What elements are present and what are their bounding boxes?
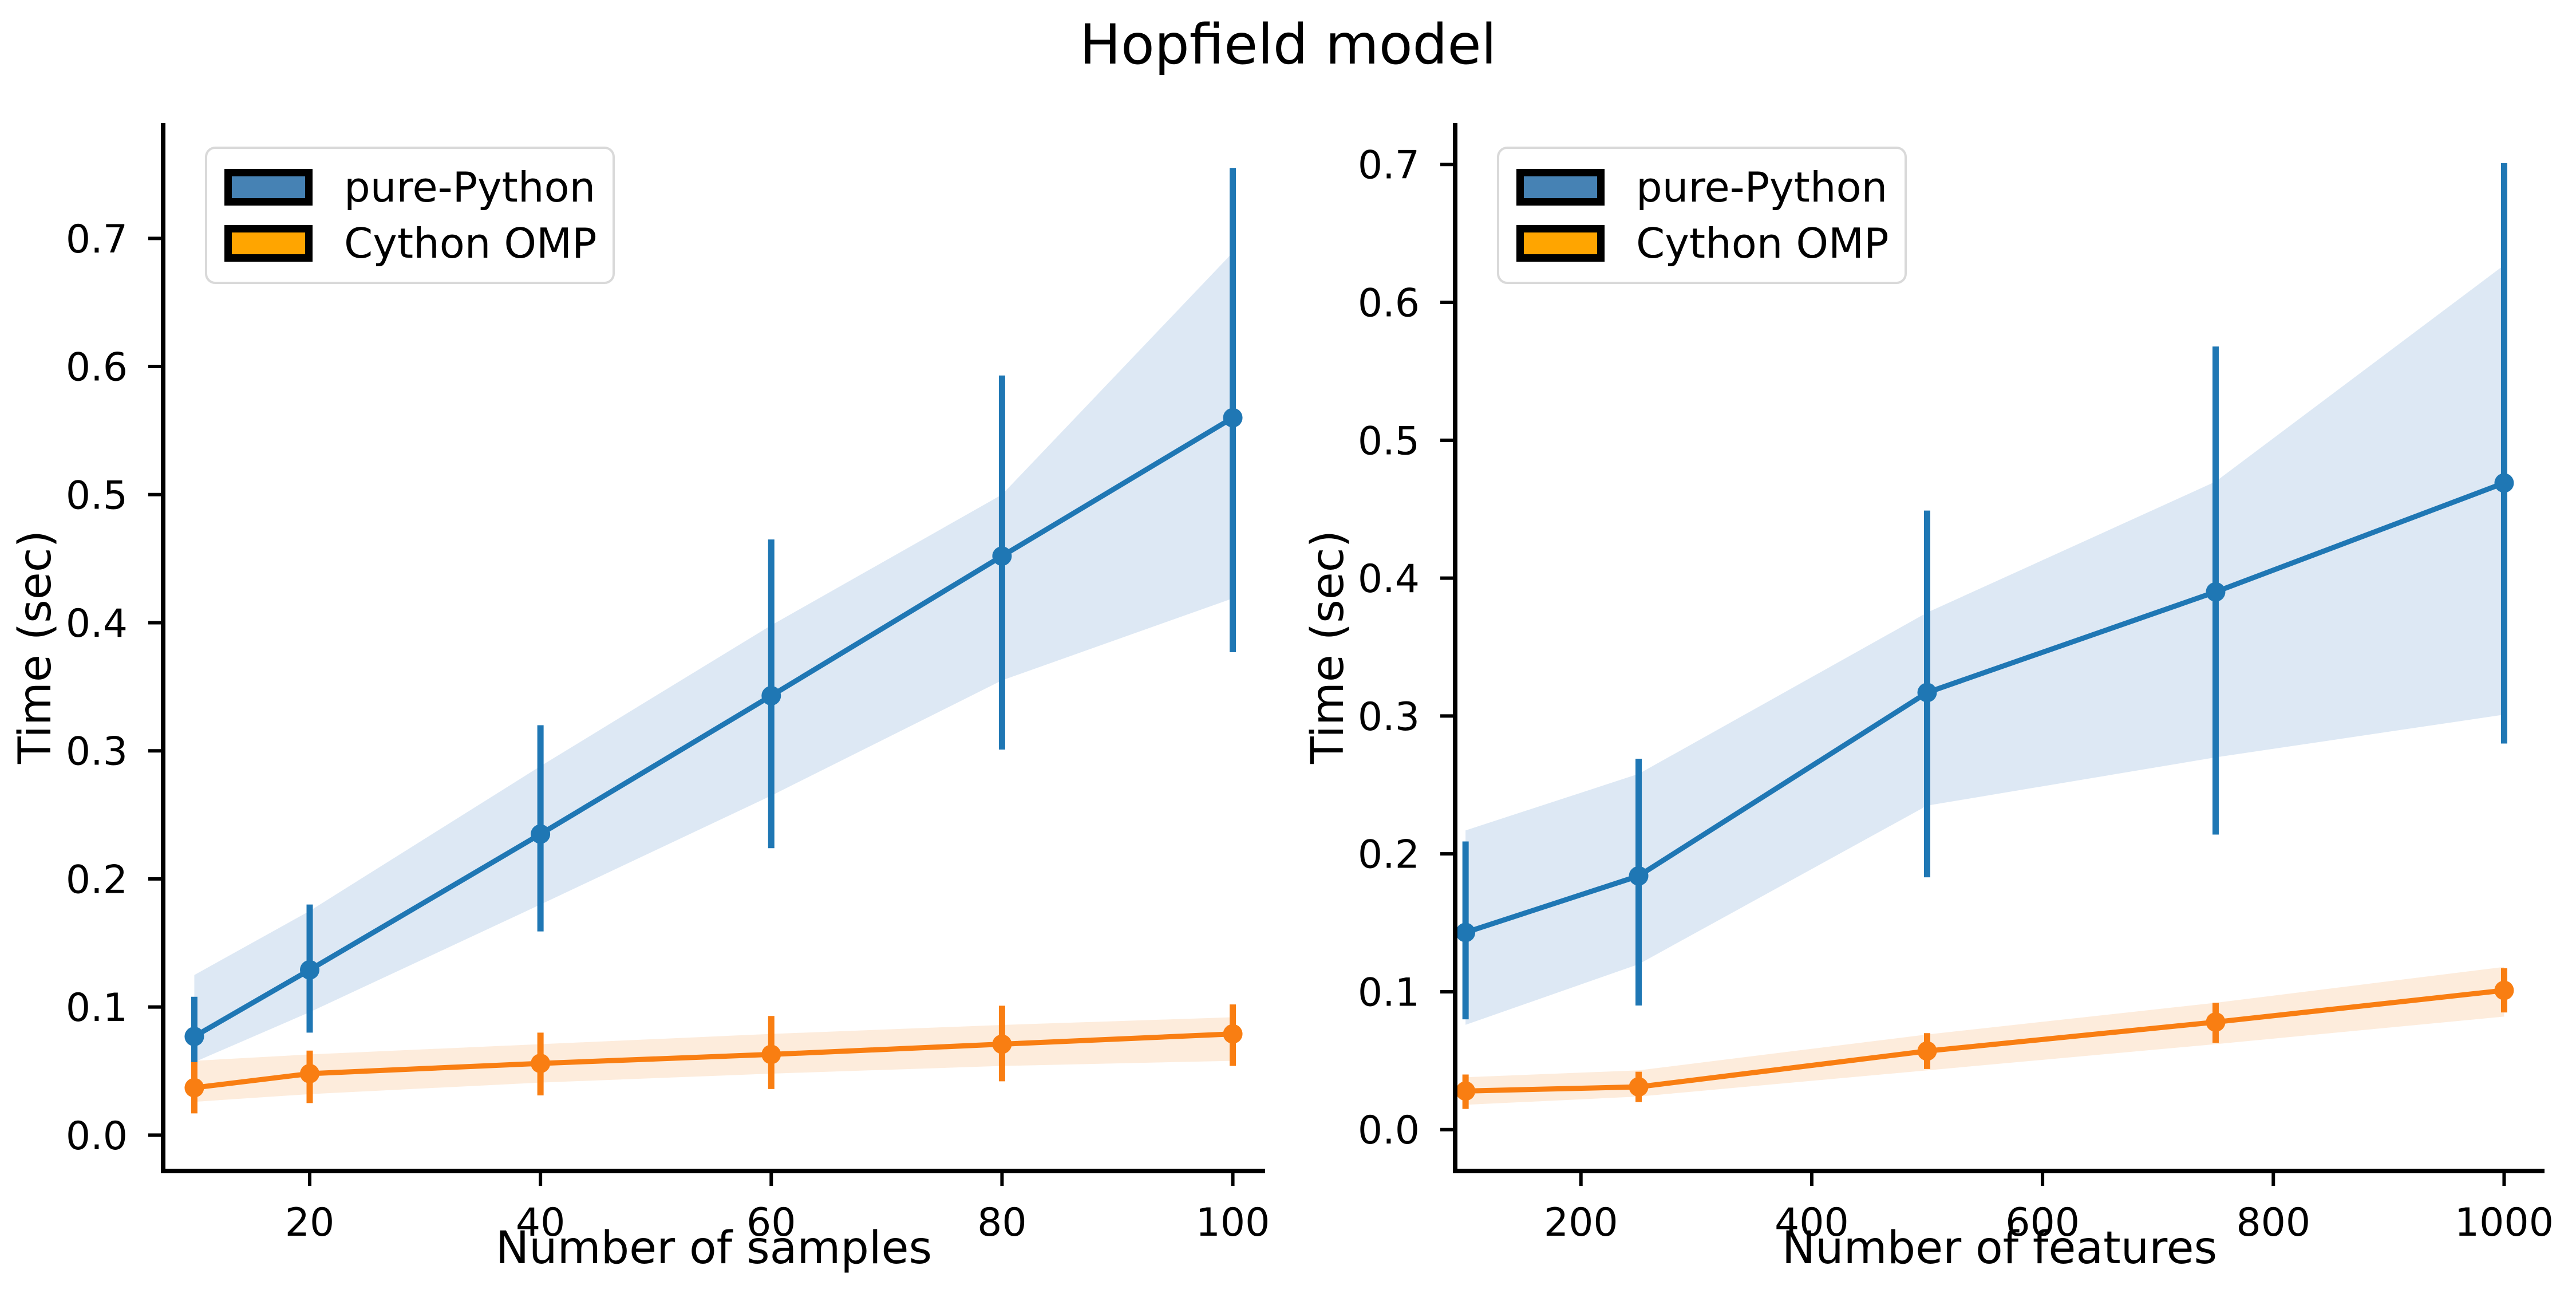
- y-tick-label: 0.0: [66, 1114, 128, 1159]
- x-tick-label: 800: [2236, 1200, 2310, 1245]
- data-point: [1223, 1024, 1243, 1044]
- legend-label: Cython OMP: [344, 219, 597, 267]
- legend-left: pure-Python Cython OMP: [205, 147, 615, 284]
- y-tick-label: 0.5: [1358, 419, 1420, 464]
- legend-item: pure-Python: [1516, 163, 1887, 211]
- y-tick-label: 0.0: [1358, 1108, 1420, 1153]
- data-point: [2494, 980, 2514, 1000]
- data-point: [299, 960, 319, 980]
- data-point: [1629, 866, 1649, 886]
- y-tick-label: 0.5: [66, 473, 128, 518]
- y-tick-label: 0.6: [1358, 281, 1420, 326]
- x-tick-label: 1000: [2455, 1200, 2554, 1245]
- x-tick-label: 60: [746, 1200, 796, 1245]
- data-point: [1629, 1077, 1649, 1097]
- legend-swatch-pure-python-icon: [224, 169, 313, 206]
- legend-label: Cython OMP: [1636, 219, 1889, 267]
- data-point: [2206, 1012, 2226, 1032]
- y-axis-label-left: Time (sec): [10, 530, 61, 764]
- y-tick-label: 0.2: [66, 857, 128, 902]
- series-Cython OMP: [1456, 968, 2514, 1109]
- data-point: [2206, 582, 2226, 602]
- data-point: [761, 1044, 781, 1064]
- legend-item: pure-Python: [224, 163, 595, 211]
- confidence-band-pure-Python: [1465, 265, 2504, 1025]
- y-tick-label: 0.4: [1358, 557, 1420, 602]
- data-point: [1223, 408, 1243, 428]
- x-tick-label: 40: [516, 1200, 566, 1245]
- data-point: [531, 824, 551, 844]
- legend-item: Cython OMP: [224, 219, 597, 267]
- y-tick-label: 0.1: [1358, 970, 1420, 1015]
- x-tick-label: 600: [2005, 1200, 2080, 1245]
- x-tick-label: 200: [1544, 1200, 1618, 1245]
- y-tick-label: 0.7: [1358, 143, 1420, 188]
- legend-label: pure-Python: [344, 163, 596, 211]
- data-point: [184, 1027, 204, 1047]
- data-point: [1456, 1081, 1476, 1101]
- data-point: [1917, 1041, 1937, 1061]
- data-point: [531, 1054, 551, 1074]
- series-Cython OMP: [184, 1004, 1243, 1114]
- figure-title: Hopfield model: [1079, 13, 1497, 77]
- data-point: [992, 1034, 1012, 1054]
- data-line: [193, 1031, 1233, 1091]
- y-tick-label: 0.1: [66, 985, 128, 1031]
- data-point: [761, 686, 781, 706]
- x-tick-label: 20: [285, 1200, 335, 1245]
- data-point: [992, 546, 1012, 566]
- data-point: [184, 1078, 204, 1098]
- y-tick-label: 0.2: [1358, 833, 1420, 878]
- y-tick-label: 0.3: [1358, 695, 1420, 740]
- x-tick-label: 400: [1775, 1200, 1849, 1245]
- subplot-1: 0.0 0.1 0.2 0.3 0.4 0.5 0.6 0.7 200 400 600 800 1000: [1358, 123, 2554, 1245]
- confidence-band-Cython OMP: [1465, 967, 2504, 1105]
- series-pure-Python: [184, 168, 1243, 1064]
- x-tick-label: 100: [1196, 1200, 1270, 1245]
- data-point: [299, 1063, 319, 1083]
- x-tick-label: 80: [977, 1200, 1027, 1245]
- confidence-band-pure-Python: [194, 252, 1233, 1062]
- series-pure-Python: [1456, 163, 2514, 1020]
- data-point: [1456, 922, 1476, 943]
- legend-swatch-cython-omp-icon: [224, 225, 313, 262]
- x-axis-label-features: Number of features: [1781, 1223, 2218, 1274]
- legend-swatch-cython-omp-icon: [1516, 225, 1605, 262]
- subplot-0: 0.0 0.1 0.2 0.3 0.4 0.5 0.6 0.7 20 40 60 80 100: [66, 123, 1270, 1245]
- confidence-band-Cython OMP: [194, 1017, 1233, 1102]
- y-tick-label: 0.7: [66, 217, 128, 262]
- data-point: [2494, 473, 2514, 493]
- legend-item: Cython OMP: [1516, 219, 1889, 267]
- y-tick-label: 0.4: [66, 601, 128, 646]
- y-tick-label: 0.6: [66, 345, 128, 391]
- data-point: [1917, 683, 1937, 703]
- y-axis-label-right: Time (sec): [1302, 530, 1354, 764]
- legend-label: pure-Python: [1636, 163, 1888, 211]
- data-line: [193, 415, 1234, 1039]
- x-axis-label-samples: Number of samples: [495, 1223, 933, 1274]
- y-tick-label: 0.3: [66, 730, 128, 775]
- legend-swatch-pure-python-icon: [1516, 169, 1605, 206]
- legend-right: pure-Python Cython OMP: [1497, 147, 1907, 284]
